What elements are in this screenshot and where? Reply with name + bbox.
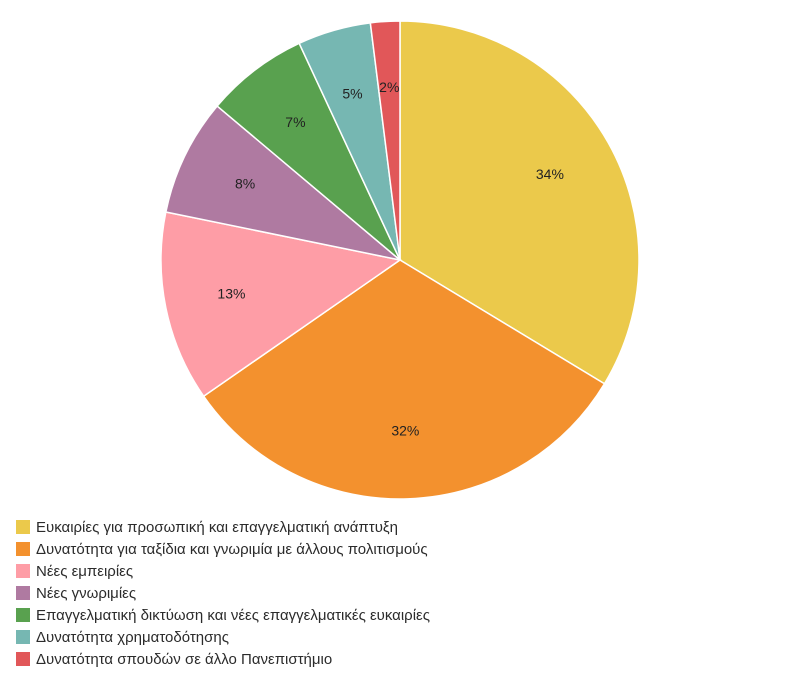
- legend-swatch: [16, 608, 30, 622]
- pie-slice: [216, 42, 401, 261]
- slice-value-label: 7%: [285, 114, 305, 130]
- slice-value-label: 34%: [536, 166, 564, 182]
- legend-swatch: [16, 586, 30, 600]
- pie-slice: [369, 20, 401, 261]
- slice-value-label: 8%: [235, 176, 255, 192]
- legend-label: Δυνατότητα χρηματοδότησης: [36, 628, 229, 646]
- pie-slice: [160, 211, 402, 398]
- legend-item: Νέες γνωριμίες: [16, 582, 430, 604]
- legend-label: Δυνατότητα σπουδών σε άλλο Πανεπιστήμιο: [36, 650, 333, 668]
- legend-swatch: [16, 630, 30, 644]
- slice-value-label: 2%: [379, 79, 399, 95]
- pie-slice: [202, 259, 606, 500]
- legend-label: Ευκαιρίες για προσωπική και επαγγελματικ…: [36, 518, 398, 536]
- chart-legend: Ευκαιρίες για προσωπική και επαγγελματικ…: [16, 516, 430, 670]
- legend-label: Δυνατότητα για ταξίδια και γνωριμία με ά…: [36, 540, 428, 558]
- pie-slice: [399, 20, 640, 385]
- pie-slice: [164, 105, 401, 261]
- legend-label: Επαγγελματική δικτύωση και νέες επαγγελμ…: [36, 606, 430, 624]
- legend-item: Επαγγελματική δικτύωση και νέες επαγγελμ…: [16, 604, 430, 626]
- slice-value-label: 5%: [342, 85, 362, 101]
- legend-swatch: [16, 520, 30, 534]
- slice-value-label: 32%: [391, 423, 419, 439]
- pie-value-labels: 34% 32% 13% 8% 7% 5% 2%: [217, 79, 564, 439]
- legend-swatch: [16, 542, 30, 556]
- legend-item: Νέες εμπειρίες: [16, 560, 430, 582]
- legend-item: Δυνατότητα για ταξίδια και γνωριμία με ά…: [16, 538, 430, 560]
- legend-item: Δυνατότητα χρηματοδότησης: [16, 626, 430, 648]
- legend-item: Ευκαιρίες για προσωπική και επαγγελματικ…: [16, 516, 430, 538]
- pie-chart: 34% 32% 13% 8% 7% 5% 2%: [160, 20, 640, 500]
- pie-slices: [160, 20, 640, 500]
- legend-swatch: [16, 652, 30, 666]
- legend-label: Νέες εμπειρίες: [36, 562, 134, 580]
- legend-item: Δυνατότητα σπουδών σε άλλο Πανεπιστήμιο: [16, 648, 430, 670]
- legend-label: Νέες γνωριμίες: [36, 584, 137, 602]
- slice-value-label: 13%: [217, 285, 245, 301]
- legend-swatch: [16, 564, 30, 578]
